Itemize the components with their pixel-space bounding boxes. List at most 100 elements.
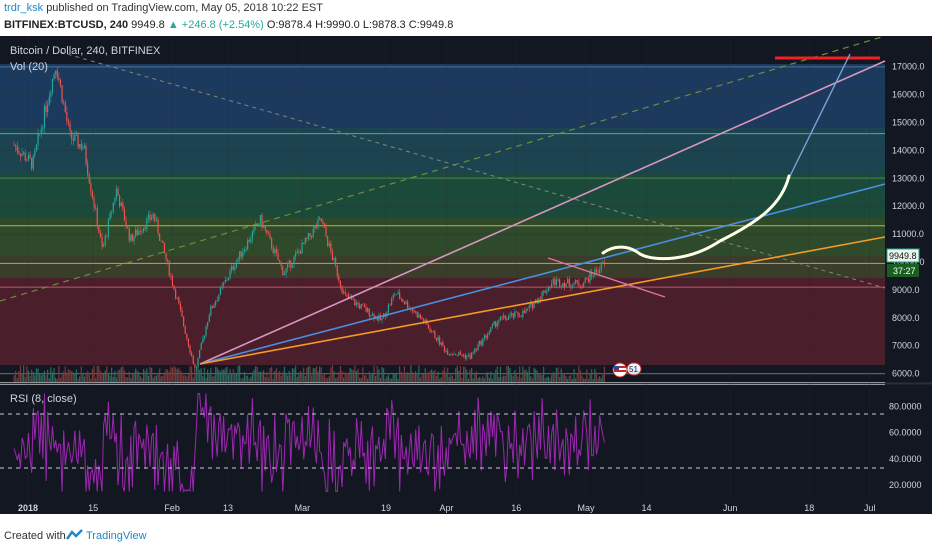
volume-bar: [223, 370, 225, 382]
candle-body: [211, 306, 214, 308]
candle-body: [287, 263, 289, 269]
tradingview-link[interactable]: TradingView: [86, 530, 147, 542]
candle-body: [13, 144, 15, 146]
volume-bar: [48, 378, 50, 382]
volume-bar: [211, 376, 214, 382]
volume-bar: [427, 372, 430, 382]
candle-body: [541, 292, 543, 300]
volume-bar: [357, 368, 359, 382]
candle-body: [479, 340, 481, 345]
candle-body: [346, 293, 348, 295]
volume-bar: [456, 365, 458, 382]
volume-bar: [496, 366, 498, 382]
volume-bar: [43, 370, 46, 382]
price-tick-label: 9000.0: [892, 285, 920, 295]
volume-bar: [319, 366, 321, 382]
candle-body: [251, 231, 254, 239]
candle-body: [167, 259, 169, 262]
volume-bar: [29, 375, 31, 382]
trendline-orange[interactable]: [199, 236, 886, 365]
volume-bar: [311, 375, 313, 382]
chart-title: Bitcoin / Dollar, 240, BITFINEX: [10, 45, 161, 57]
candle-body: [451, 353, 454, 355]
time-axis[interactable]: [0, 500, 885, 514]
volume-bar: [330, 367, 332, 382]
candle-body: [205, 326, 207, 336]
candle-body: [495, 321, 497, 327]
candle-body: [173, 285, 175, 290]
candle-body: [179, 303, 182, 310]
candle-body: [325, 227, 327, 237]
last-price-tag: [886, 248, 920, 263]
volume-bar: [119, 369, 121, 382]
volume-bar: [123, 370, 126, 382]
volume-bar: [386, 376, 388, 382]
volume-bar: [266, 372, 268, 382]
volume-bar: [39, 373, 41, 382]
candle-body: [85, 145, 87, 164]
candle-body: [344, 291, 346, 294]
candle-body: [307, 233, 310, 239]
volume-bar: [307, 366, 310, 382]
volume-bar: [395, 372, 398, 382]
trendline-blue[interactable]: [199, 183, 886, 365]
candle-body: [471, 352, 473, 359]
volume-bar: [240, 378, 242, 382]
volume-bar: [320, 367, 322, 382]
candle-body: [90, 182, 92, 192]
time-tick-label: 16: [511, 503, 521, 513]
flag-icon[interactable]: 51: [612, 362, 642, 378]
volume-bar: [42, 372, 44, 382]
candle-body: [195, 367, 198, 369]
rsi-tick-label: 80.0000: [889, 402, 922, 412]
candle-body: [256, 224, 258, 226]
author-link[interactable]: trdr_ksk: [4, 2, 44, 14]
volume-bar: [197, 368, 199, 382]
volume-bar: [168, 371, 170, 382]
volume-bar: [575, 378, 577, 382]
volume-bar: [514, 369, 516, 382]
candle-body: [48, 96, 50, 105]
trendline-resistance[interactable]: [547, 257, 666, 298]
trendlines[interactable]: [0, 35, 886, 365]
candle-body: [67, 120, 70, 124]
volume-bar: [298, 372, 300, 382]
volume-bar: [21, 373, 23, 382]
chart-container[interactable]: 17000.0 16000.0 15000.0 14000.0 13000.0 12000…: [0, 35, 932, 514]
rsi-tick-label: 60.0000: [889, 428, 922, 438]
candle-body: [474, 348, 476, 353]
candle-body: [360, 304, 362, 309]
candle-body: [194, 364, 196, 368]
candle-body: [15, 144, 17, 147]
volume-bar: [309, 366, 311, 382]
candle-body: [530, 302, 532, 306]
volume-bar: [403, 366, 406, 382]
candle-body: [480, 340, 482, 346]
candle-body: [464, 354, 466, 359]
volume-bar: [573, 368, 575, 382]
price-tick-label: 13000.0: [892, 173, 925, 183]
tradingview-logo-icon[interactable]: [66, 528, 84, 542]
volume-bar: [551, 374, 553, 382]
price-chart[interactable]: 17000.0 16000.0 15000.0 14000.0 13000.0 12000…: [0, 35, 932, 514]
trendline-gray-dashed[interactable]: [59, 51, 886, 289]
projection-line[interactable]: [789, 53, 851, 177]
candle-body: [170, 275, 172, 277]
volume-bar: [442, 370, 444, 382]
volume-bar: [394, 374, 396, 382]
candle-body: [75, 134, 78, 136]
candle-body: [455, 354, 457, 356]
forecast-path[interactable]: [601, 174, 791, 261]
trendline-pink[interactable]: [199, 60, 886, 365]
volume-bar: [208, 374, 210, 382]
volume-bar: [215, 366, 217, 382]
volume-bar: [178, 367, 180, 382]
candle-body: [339, 280, 342, 287]
volume-bar: [517, 376, 519, 382]
candle-body: [506, 319, 508, 320]
candle-body: [442, 342, 444, 346]
volume-bar: [189, 365, 191, 382]
volume-bar: [599, 376, 601, 382]
time-tick-label: 19: [381, 503, 391, 513]
volume-bar: [138, 372, 140, 382]
